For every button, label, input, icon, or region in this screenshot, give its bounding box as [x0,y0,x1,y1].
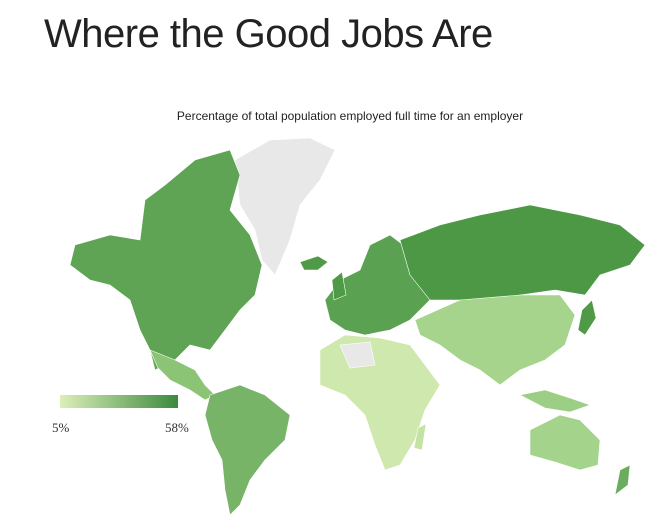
madagascar [413,423,427,451]
greenland [234,137,336,276]
russia [399,204,646,301]
new-zealand [614,464,631,496]
title: Where the Good Jobs Are [44,12,493,56]
iceland [299,255,329,271]
australia [529,414,601,471]
north-america [69,149,263,371]
legend-max-label: 58% [165,420,189,435]
subtitle: Percentage of total population employed … [176,109,524,123]
south-america [204,384,291,516]
central-america [149,349,216,401]
asia [414,294,576,386]
legend-min-label: 5% [52,420,70,435]
legend-gradient [60,395,178,408]
africa [319,334,441,471]
southeast-asia [519,389,591,413]
africa-no-data [339,341,376,369]
japan [577,299,597,336]
uk [331,271,347,301]
